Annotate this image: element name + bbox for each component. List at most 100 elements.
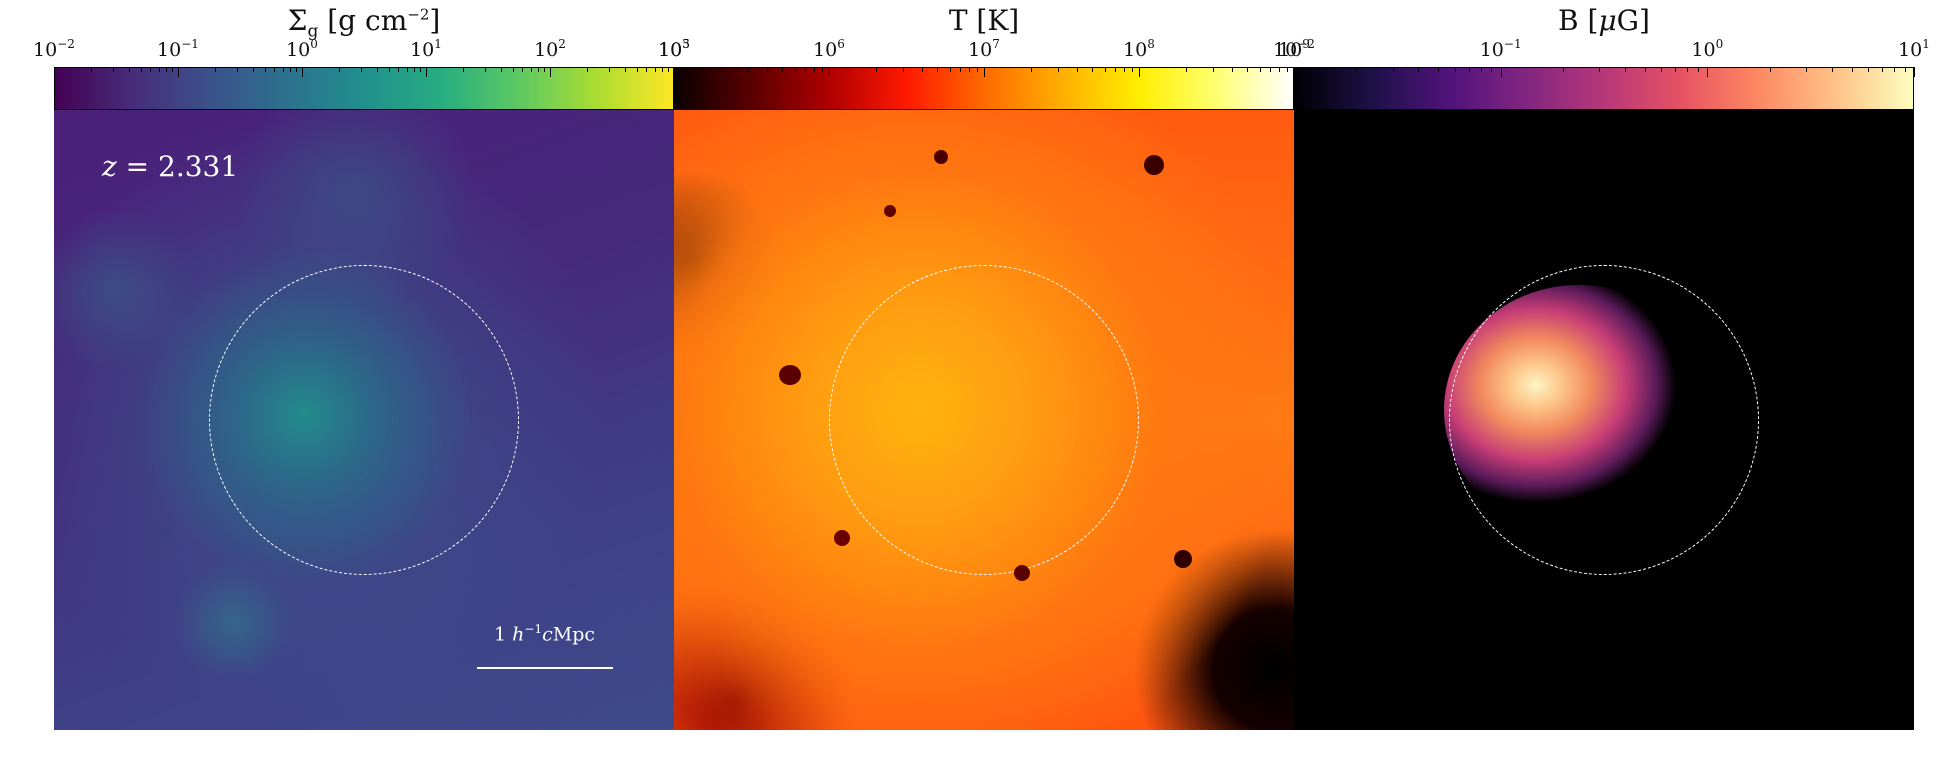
colorbar-major-tick [1707, 67, 1709, 77]
colorbar-minor-tick [282, 67, 284, 72]
colorbar-tick-label: 105 [658, 37, 690, 61]
colorbar-major-tick [674, 67, 675, 77]
redshift-label: z = 2.331 [102, 150, 239, 183]
colorbar-minor-tick [1232, 67, 1234, 72]
colorbar-minor-tick [1562, 67, 1564, 72]
colorbar-minor-tick [1030, 67, 1032, 72]
colorbar-tick-label: 109 [1278, 37, 1310, 61]
colorbar-tick-label: 102 [534, 37, 566, 61]
cold-clump [834, 530, 850, 546]
colorbar-minor-tick [1697, 67, 1699, 72]
cold-clump [1174, 550, 1192, 568]
colorbar-tick-label: 10−1 [1479, 37, 1522, 61]
colorbar-minor-tick [654, 67, 656, 72]
colorbar-minor-tick [782, 67, 784, 72]
colorbar-minor-tick [128, 67, 130, 72]
colorbar-minor-tick [1356, 67, 1358, 72]
colorbar-title-bfield: B [μG] [1558, 4, 1650, 37]
cold-clump [779, 365, 801, 385]
colorbar-minor-tick [91, 67, 93, 72]
colorbar-minor-tick [1468, 67, 1470, 72]
colorbar-minor-tick [500, 67, 502, 72]
colorbar-minor-tick [237, 67, 239, 72]
colorbar-minor-tick [1185, 67, 1187, 72]
colorbar-minor-tick [1077, 67, 1079, 72]
colorbar-minor-tick [624, 67, 626, 72]
colorbar-minor-tick [165, 67, 167, 72]
colorbar-minor-tick [1831, 67, 1833, 72]
colorbar-minor-tick [1661, 67, 1663, 72]
colorbar-minor-tick [1599, 67, 1601, 72]
colorbar-major-tick [550, 67, 551, 77]
colorbar-minor-tick [813, 67, 815, 72]
colorbar-minor-tick [158, 67, 160, 72]
colorbar-minor-tick [668, 67, 670, 72]
colorbar-minor-tick [1893, 67, 1895, 72]
colorbar-minor-tick [937, 67, 939, 72]
colorbar-minor-tick [150, 67, 152, 72]
scale-bar-label: 1 h−1cMpc [494, 622, 596, 646]
halo-radius-circle [1449, 265, 1759, 575]
colorbar-tick-label: 108 [1123, 37, 1155, 61]
colorbar-minor-tick [1247, 67, 1249, 72]
colorbar-tick-label: 100 [286, 37, 318, 61]
colorbar-major-tick [302, 67, 303, 77]
colorbar-minor-tick [530, 67, 532, 72]
gas-density-map: z = 2.331 1 h−1cMpc [54, 110, 674, 730]
colorbar-minor-tick [1687, 67, 1689, 72]
colorbar-minor-tick [1212, 67, 1214, 72]
colorbar-minor-tick [1438, 67, 1440, 72]
colorbar-minor-tick [264, 67, 266, 72]
cold-clump [934, 150, 948, 164]
colorbar-minor-tick [1092, 67, 1094, 72]
colorbar-tick-label: 107 [968, 37, 1000, 61]
colorbar-minor-tick [113, 67, 115, 72]
colorbar-minor-tick [406, 67, 408, 72]
colorbar-minor-tick [1805, 67, 1807, 72]
colorbar-minor-tick [1278, 67, 1280, 72]
colorbar-minor-tick [804, 67, 806, 72]
colorbar-minor-tick [215, 67, 217, 72]
colorbar-minor-tick [1114, 67, 1116, 72]
colorbar-minor-tick [172, 67, 174, 72]
colorbar-major-tick [1294, 67, 1295, 77]
colorbar-minor-tick [485, 67, 487, 72]
colorbar-major-tick [426, 67, 427, 77]
colorbar-major-tick [54, 67, 55, 77]
colorbar-minor-tick [794, 67, 796, 72]
temperature-map [674, 110, 1294, 730]
colorbar-major-tick [984, 67, 985, 77]
colorbar-minor-tick [1131, 67, 1133, 72]
colorbar-minor-tick [140, 67, 142, 72]
colorbar-minor-tick [767, 67, 769, 72]
colorbar-major-tick [178, 67, 179, 77]
halo-radius-circle [209, 265, 519, 575]
colorbar-minor-tick [949, 67, 951, 72]
colorbar-minor-tick [388, 67, 390, 72]
colorbar-title-gas: Σg [g cm−2] [287, 4, 441, 42]
colorbar-minor-tick [747, 67, 749, 72]
colorbar-minor-tick [968, 67, 970, 72]
colorbar-minor-tick [1286, 67, 1288, 72]
colorbar-minor-tick [1418, 67, 1420, 72]
colorbar-minor-tick [1269, 67, 1271, 72]
halo-radius-circle [829, 265, 1139, 575]
colorbar-tick-label: 101 [1898, 37, 1930, 61]
cold-clump [1144, 155, 1164, 175]
colorbar-gas [54, 67, 674, 110]
colorbar-minor-tick [339, 67, 341, 72]
colorbar-minor-tick [252, 67, 254, 72]
colorbar-minor-tick [902, 67, 904, 72]
scale-bar [477, 667, 613, 669]
colorbar-minor-tick [537, 67, 539, 72]
colorbar-minor-tick [398, 67, 400, 72]
colorbar-title-temp: T [K] [948, 4, 1020, 37]
colorbar-minor-tick [512, 67, 514, 72]
colorbar-minor-tick [522, 67, 524, 72]
colorbar-tick-label: 103 [658, 37, 690, 61]
colorbar-major-tick [1500, 67, 1502, 77]
colorbar-minor-tick [289, 67, 291, 72]
colorbar-minor-tick [463, 67, 465, 72]
colorbar-minor-tick [646, 67, 648, 72]
colorbar-minor-tick [1259, 67, 1261, 72]
